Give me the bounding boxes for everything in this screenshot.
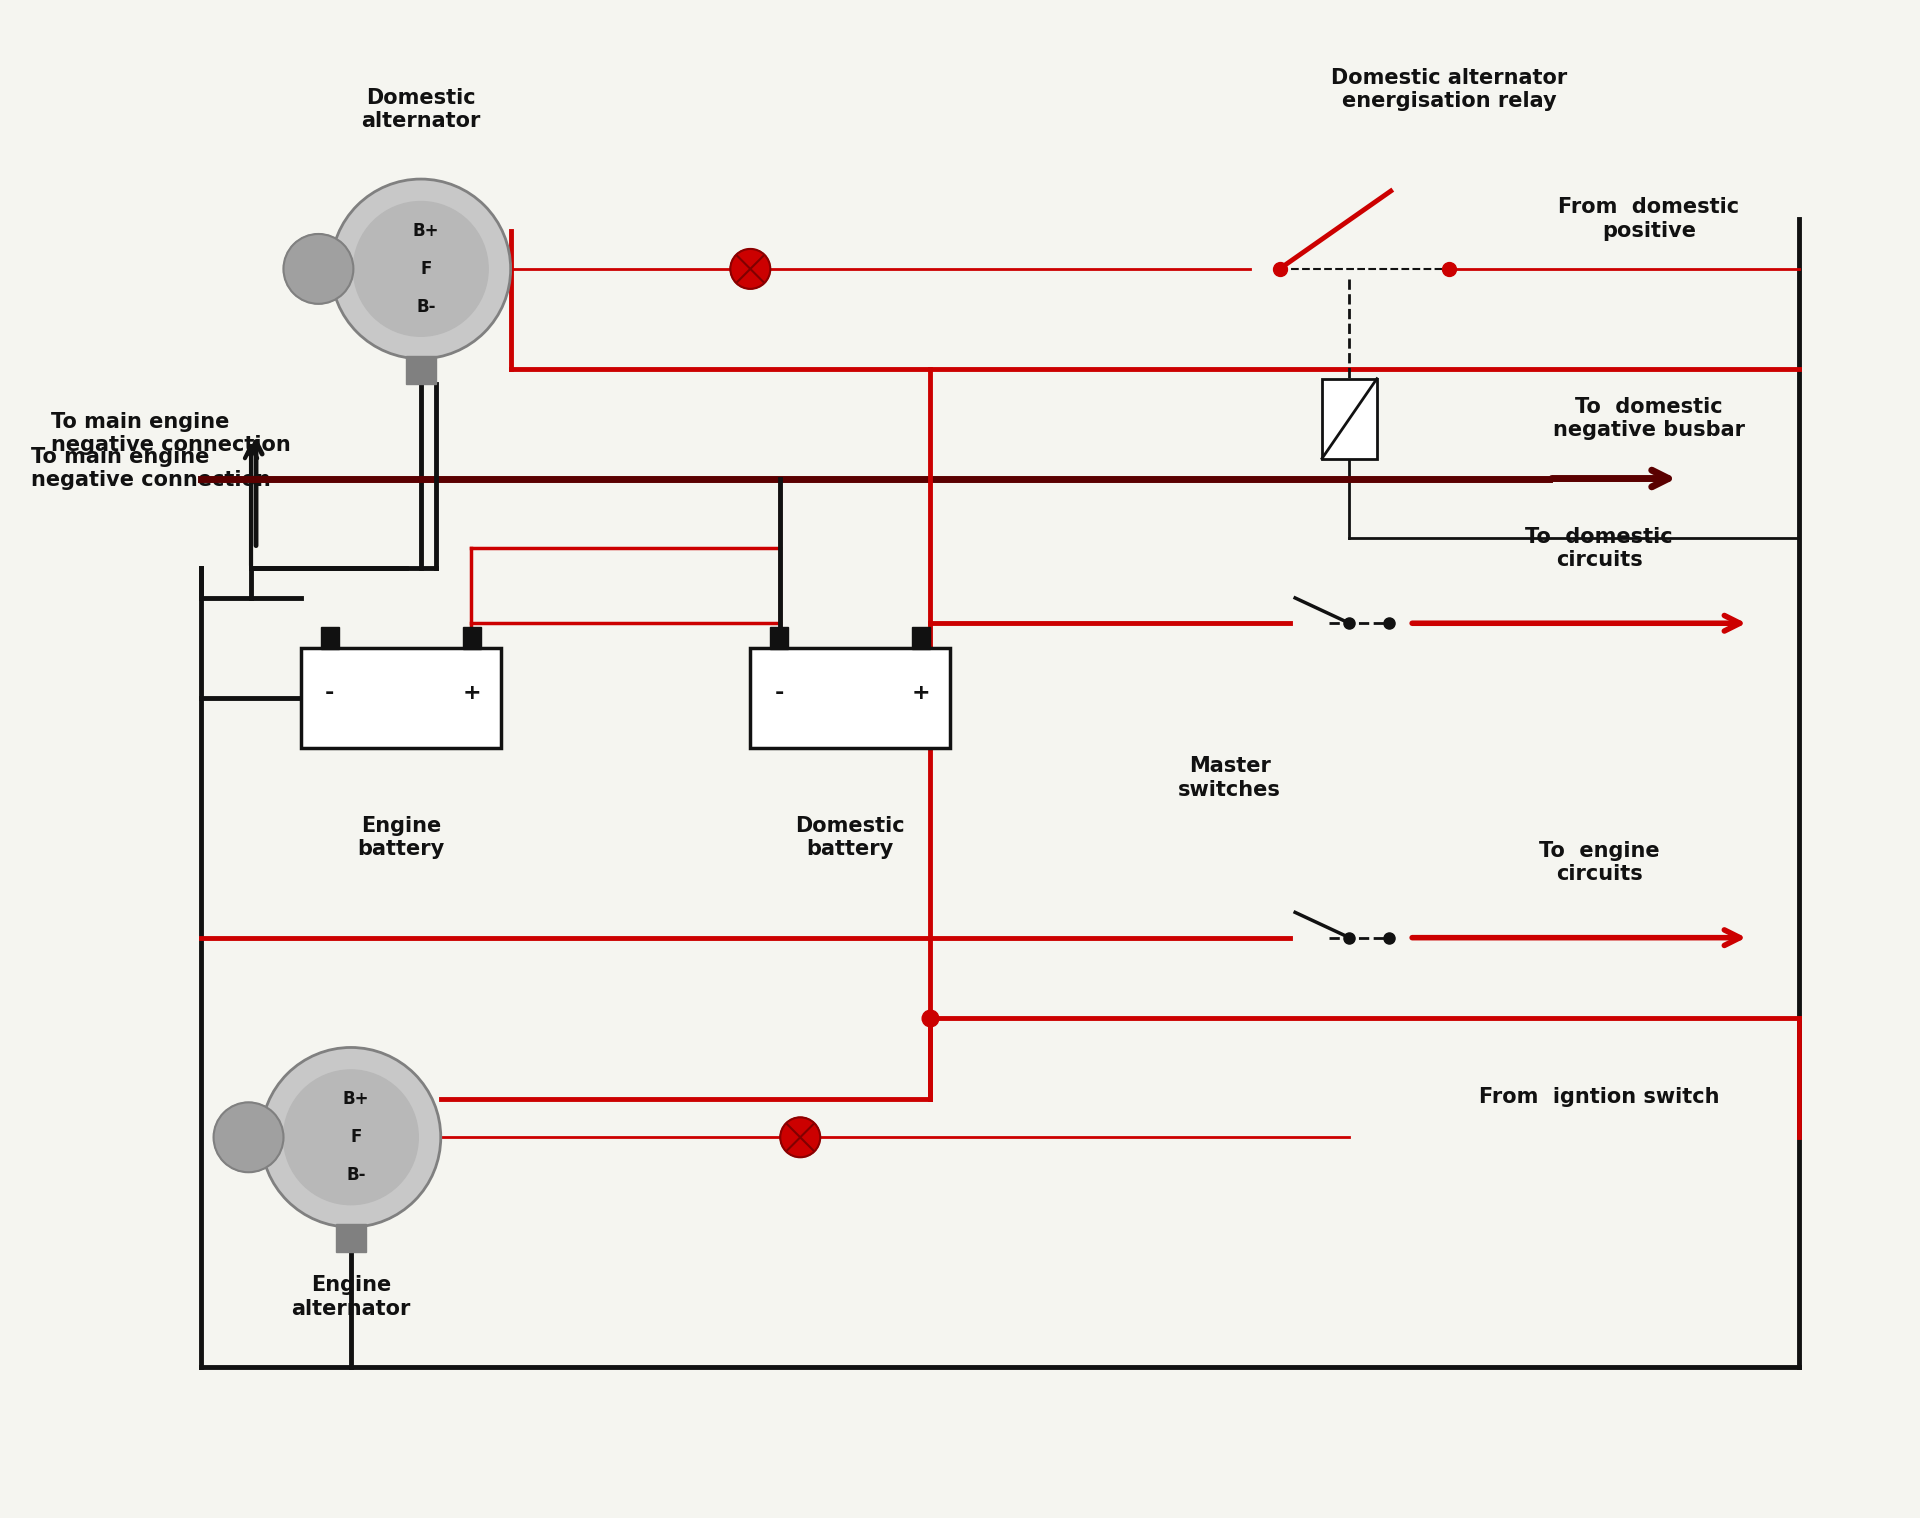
Text: +: + (912, 683, 931, 703)
Bar (405, 355, 436, 384)
Bar (912, 627, 929, 650)
Text: Engine
battery: Engine battery (357, 817, 444, 859)
Bar (336, 1224, 367, 1252)
Bar (305, 244, 330, 294)
Text: B-: B- (346, 1166, 365, 1184)
Bar (301, 648, 501, 748)
Circle shape (353, 202, 488, 337)
Text: From  domestic
positive: From domestic positive (1559, 197, 1740, 240)
Text: To main engine
negative connection: To main engine negative connection (31, 446, 271, 490)
Text: B+: B+ (413, 222, 440, 240)
Bar (321, 627, 340, 650)
Text: Engine
alternator: Engine alternator (292, 1275, 411, 1319)
Bar (1323, 378, 1377, 458)
Bar (463, 627, 480, 650)
Text: To  engine
circuits: To engine circuits (1538, 841, 1659, 885)
Circle shape (330, 179, 511, 358)
Text: B+: B+ (342, 1090, 369, 1108)
Circle shape (213, 1102, 284, 1172)
Text: F: F (349, 1128, 361, 1146)
Text: B-: B- (417, 298, 436, 316)
Text: Domestic alternator
energisation relay: Domestic alternator energisation relay (1331, 68, 1567, 111)
Text: +: + (463, 683, 482, 703)
Circle shape (780, 1117, 820, 1157)
Text: Domestic
battery: Domestic battery (795, 817, 904, 859)
Bar (751, 648, 950, 748)
Circle shape (730, 249, 770, 288)
Bar (770, 627, 789, 650)
Text: F: F (420, 260, 432, 278)
Text: To  domestic
circuits: To domestic circuits (1524, 527, 1672, 569)
Bar (236, 1113, 261, 1163)
Text: -: - (324, 683, 334, 703)
Text: To  domestic
negative busbar: To domestic negative busbar (1553, 398, 1745, 440)
Text: To main engine
negative connection: To main engine negative connection (52, 411, 292, 455)
Circle shape (284, 1070, 419, 1205)
Circle shape (284, 234, 353, 304)
Text: Domestic
alternator: Domestic alternator (361, 88, 480, 131)
Circle shape (261, 1047, 442, 1227)
Text: -: - (774, 683, 783, 703)
Text: Master
switches: Master switches (1179, 756, 1281, 800)
Text: From  igntion switch: From igntion switch (1478, 1087, 1718, 1107)
